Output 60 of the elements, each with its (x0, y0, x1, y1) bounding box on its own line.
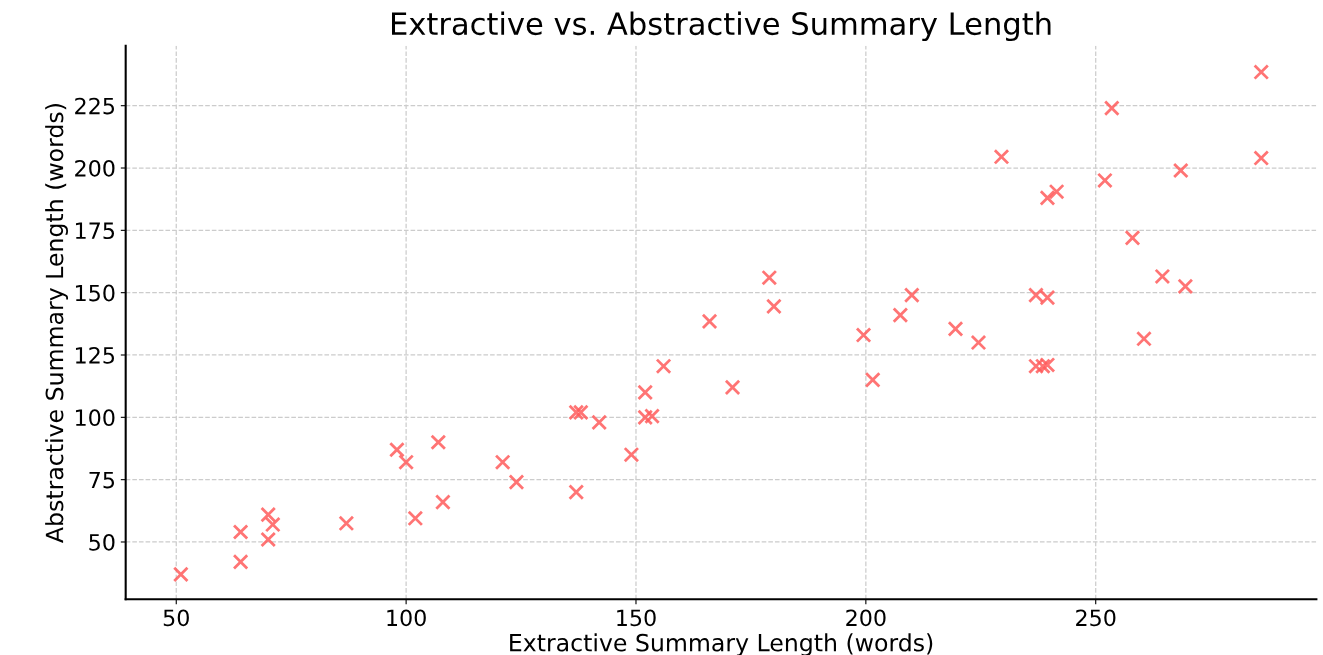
point (1048, 183, 1065, 200)
point (1124, 229, 1141, 246)
point (1103, 100, 1120, 117)
point (970, 334, 987, 351)
point (623, 446, 640, 463)
point (1136, 330, 1152, 347)
x-tick-label: 150 (617, 609, 656, 627)
y-axis-title: Abstractive Summary Length (words) (45, 104, 68, 543)
point (947, 320, 964, 337)
y-tick-label: 175 (75, 222, 115, 240)
point (568, 404, 585, 421)
point (430, 434, 447, 451)
point (1154, 268, 1171, 285)
y-tick-label: 200 (75, 159, 115, 177)
point (172, 566, 189, 583)
point (1177, 278, 1194, 295)
point (398, 454, 415, 471)
point (591, 414, 608, 431)
point (1039, 189, 1056, 206)
chart-title: Extractive vs. Abstractive Summary Length (392, 11, 1051, 42)
point (1172, 162, 1189, 179)
x-tick-label: 50 (163, 609, 189, 627)
y-tick-label: 50 (89, 533, 115, 551)
point (260, 506, 277, 523)
point (338, 515, 355, 532)
point (1253, 150, 1270, 167)
point (232, 553, 249, 570)
point (568, 484, 585, 501)
point (892, 307, 909, 324)
point (1253, 64, 1270, 81)
y-tick-label: 100 (75, 409, 115, 427)
point (724, 379, 741, 396)
point (434, 494, 451, 511)
point (260, 531, 277, 548)
y-tick-label: 150 (75, 284, 115, 302)
point (644, 408, 661, 425)
y-tick-label: 225 (75, 97, 115, 115)
point (1096, 172, 1113, 189)
point (903, 287, 920, 304)
point (637, 409, 654, 426)
y-tick-label: 125 (75, 346, 115, 364)
point (701, 313, 718, 330)
x-tick-label: 100 (387, 609, 426, 627)
y-tick-label: 75 (89, 471, 115, 489)
point (864, 371, 881, 388)
point (572, 404, 589, 421)
point (508, 474, 525, 491)
point (761, 269, 778, 286)
point (993, 148, 1010, 165)
x-tick-label: 250 (1076, 609, 1116, 627)
point (232, 524, 249, 540)
point (388, 441, 405, 458)
point (494, 454, 511, 471)
point (637, 384, 654, 401)
point (407, 510, 424, 527)
x-tick-label: 200 (846, 609, 886, 627)
point (765, 298, 782, 315)
point (264, 516, 281, 533)
point (855, 327, 872, 344)
point (655, 358, 672, 375)
